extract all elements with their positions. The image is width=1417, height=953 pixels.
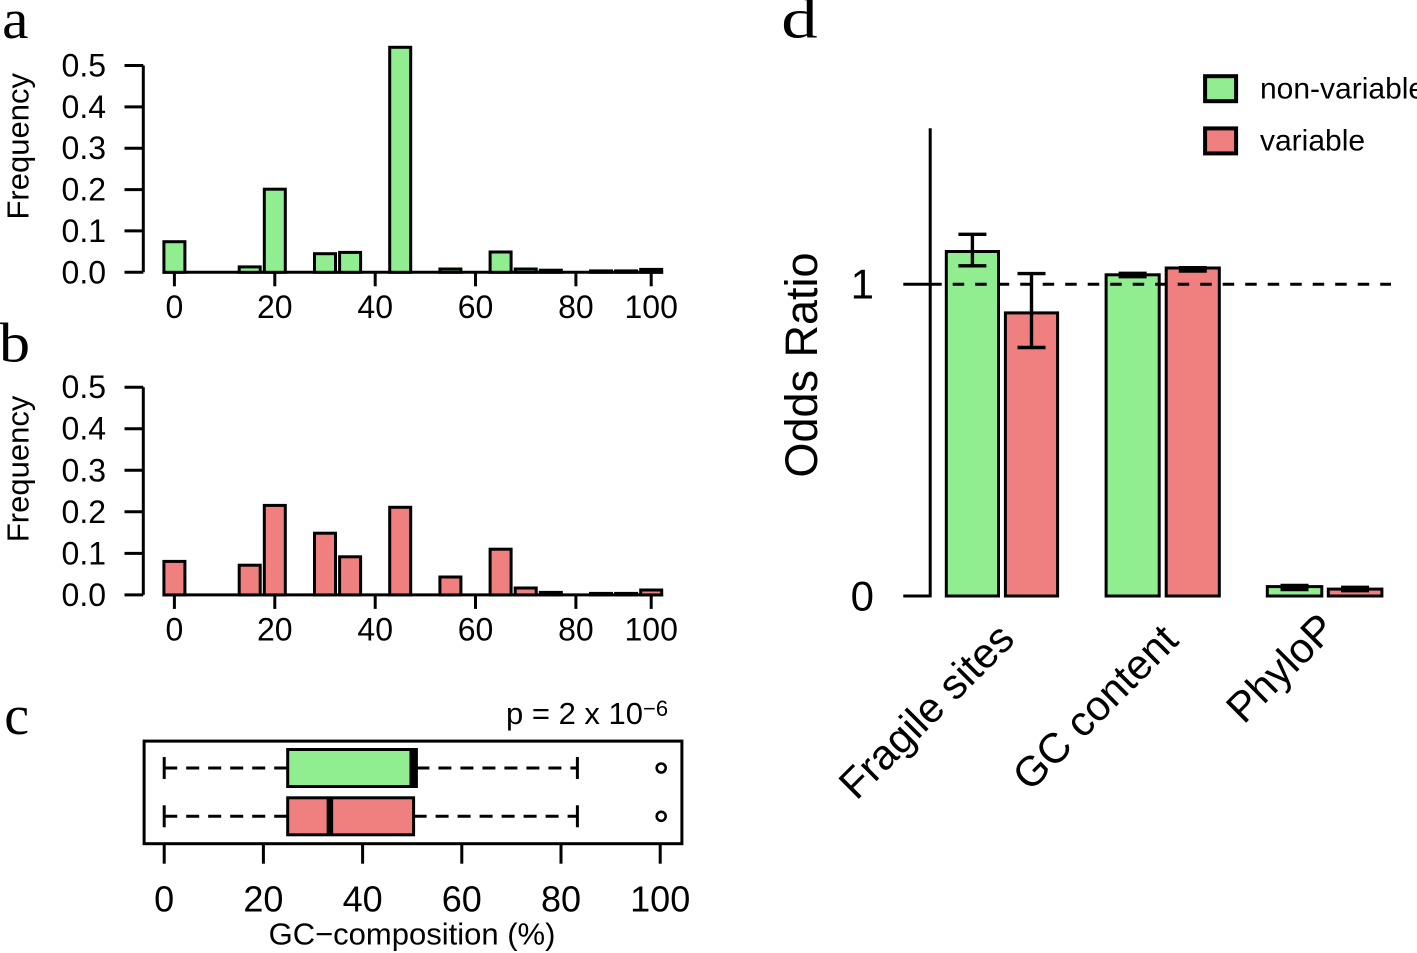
svg-text:0.1: 0.1 (62, 213, 106, 249)
svg-text:0.2: 0.2 (62, 172, 106, 208)
svg-text:0.1: 0.1 (62, 535, 106, 571)
svg-text:0: 0 (851, 573, 874, 620)
svg-text:0.0: 0.0 (62, 254, 106, 290)
svg-text:c: c (4, 685, 29, 747)
svg-text:a: a (2, 0, 28, 51)
svg-text:0: 0 (166, 289, 184, 325)
svg-text:0: 0 (154, 879, 174, 920)
svg-text:80: 80 (558, 289, 594, 325)
svg-text:variable: variable (1260, 125, 1365, 158)
svg-text:0.4: 0.4 (62, 89, 106, 125)
svg-text:1: 1 (851, 261, 874, 308)
svg-text:0.3: 0.3 (62, 130, 106, 166)
svg-text:0.2: 0.2 (62, 494, 106, 530)
svg-text:non-variable: non-variable (1260, 73, 1417, 106)
svg-text:p = 2 x 10−6: p = 2 x 10−6 (506, 696, 668, 731)
svg-text:100: 100 (630, 879, 690, 920)
svg-text:60: 60 (442, 879, 482, 920)
svg-text:0.4: 0.4 (62, 411, 106, 447)
svg-text:Frequency: Frequency (1, 395, 36, 542)
svg-text:Frequency: Frequency (1, 73, 36, 220)
svg-text:100: 100 (625, 611, 678, 647)
svg-text:80: 80 (541, 879, 581, 920)
svg-text:d: d (781, 0, 817, 50)
svg-text:0.3: 0.3 (62, 452, 106, 488)
svg-text:20: 20 (243, 879, 283, 920)
svg-text:60: 60 (458, 611, 494, 647)
svg-text:b: b (0, 311, 30, 373)
svg-text:0.0: 0.0 (62, 577, 106, 613)
svg-text:0: 0 (166, 611, 184, 647)
svg-text:20: 20 (257, 289, 293, 325)
svg-text:GC−composition (%): GC−composition (%) (269, 917, 556, 952)
svg-text:60: 60 (458, 289, 494, 325)
svg-text:0.5: 0.5 (62, 369, 106, 405)
svg-text:80: 80 (558, 611, 594, 647)
svg-text:100: 100 (625, 289, 678, 325)
svg-text:40: 40 (343, 879, 383, 920)
svg-text:0.5: 0.5 (62, 48, 106, 84)
svg-text:Odds Ratio: Odds Ratio (776, 252, 827, 477)
svg-text:40: 40 (357, 611, 393, 647)
svg-text:40: 40 (357, 289, 393, 325)
svg-text:20: 20 (257, 611, 293, 647)
